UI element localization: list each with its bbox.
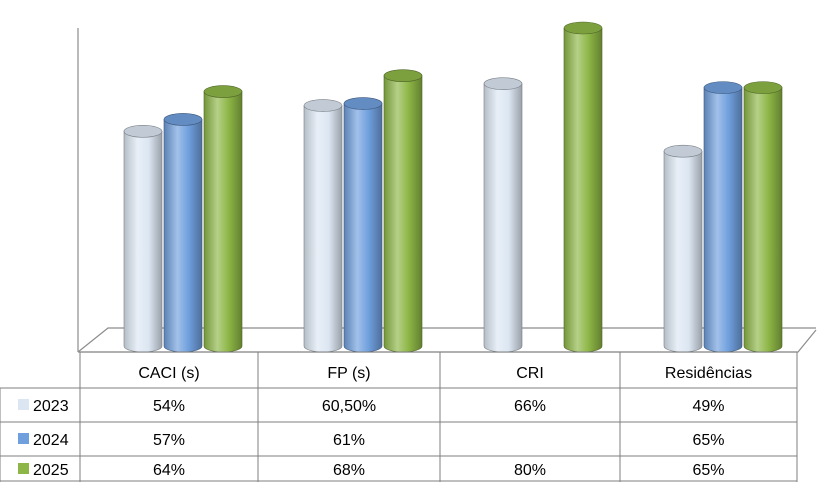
bar-top [203,85,243,98]
data-label: 60,50% [322,398,376,415]
data-label: 61% [333,432,365,449]
bar-2024-3 [703,81,743,353]
category-label: FP (s) [327,365,370,382]
data-label: 57% [153,432,185,449]
bar-body [123,131,163,353]
data-label: 80% [514,462,546,479]
bar-2025-3 [743,81,783,353]
bar-top [743,81,783,94]
bar-body [163,119,203,353]
bar-body [703,87,743,353]
bar-body [203,91,243,353]
bar-2023-0 [123,125,163,353]
bar-2024-1 [343,97,383,353]
bar-2025-1 [383,69,423,353]
bar-top [383,69,423,82]
data-label: 68% [333,462,365,479]
bar-body [343,103,383,353]
bar-body [663,150,703,353]
bar-2023-3 [663,144,703,353]
category-label: Residências [665,365,752,382]
bar-2025-0 [203,85,243,353]
bar-top [343,97,383,110]
bar-top [703,81,743,94]
legend-label: 2024 [33,432,69,449]
bar-top [163,113,203,126]
data-label: 64% [153,462,185,479]
bar-body [383,75,423,353]
bar-body [743,87,783,353]
bar-top [123,125,163,138]
bar-top [663,144,703,158]
bar-body [483,83,523,353]
bar-top [303,99,343,112]
legend-label: 2025 [33,462,69,479]
bar-body [303,105,343,353]
legend-key-2025 [18,463,29,474]
bar-2025-2 [563,21,603,353]
category-label: CACI (s) [138,365,199,382]
data-label: 66% [514,398,546,415]
data-label: 65% [692,432,724,449]
legend-label: 2023 [33,398,69,415]
bar-body [563,27,603,353]
data-label: 54% [153,398,185,415]
bar-top [563,21,603,35]
bar-2024-0 [163,113,203,353]
legend-key-2023 [18,399,29,410]
legend-key-2024 [18,433,29,444]
bar-top [483,77,523,90]
data-label: 65% [692,462,724,479]
category-label: CRI [516,365,544,382]
bar-2023-2 [483,77,523,353]
bar-2023-1 [303,99,343,353]
data-label: 49% [692,398,724,415]
